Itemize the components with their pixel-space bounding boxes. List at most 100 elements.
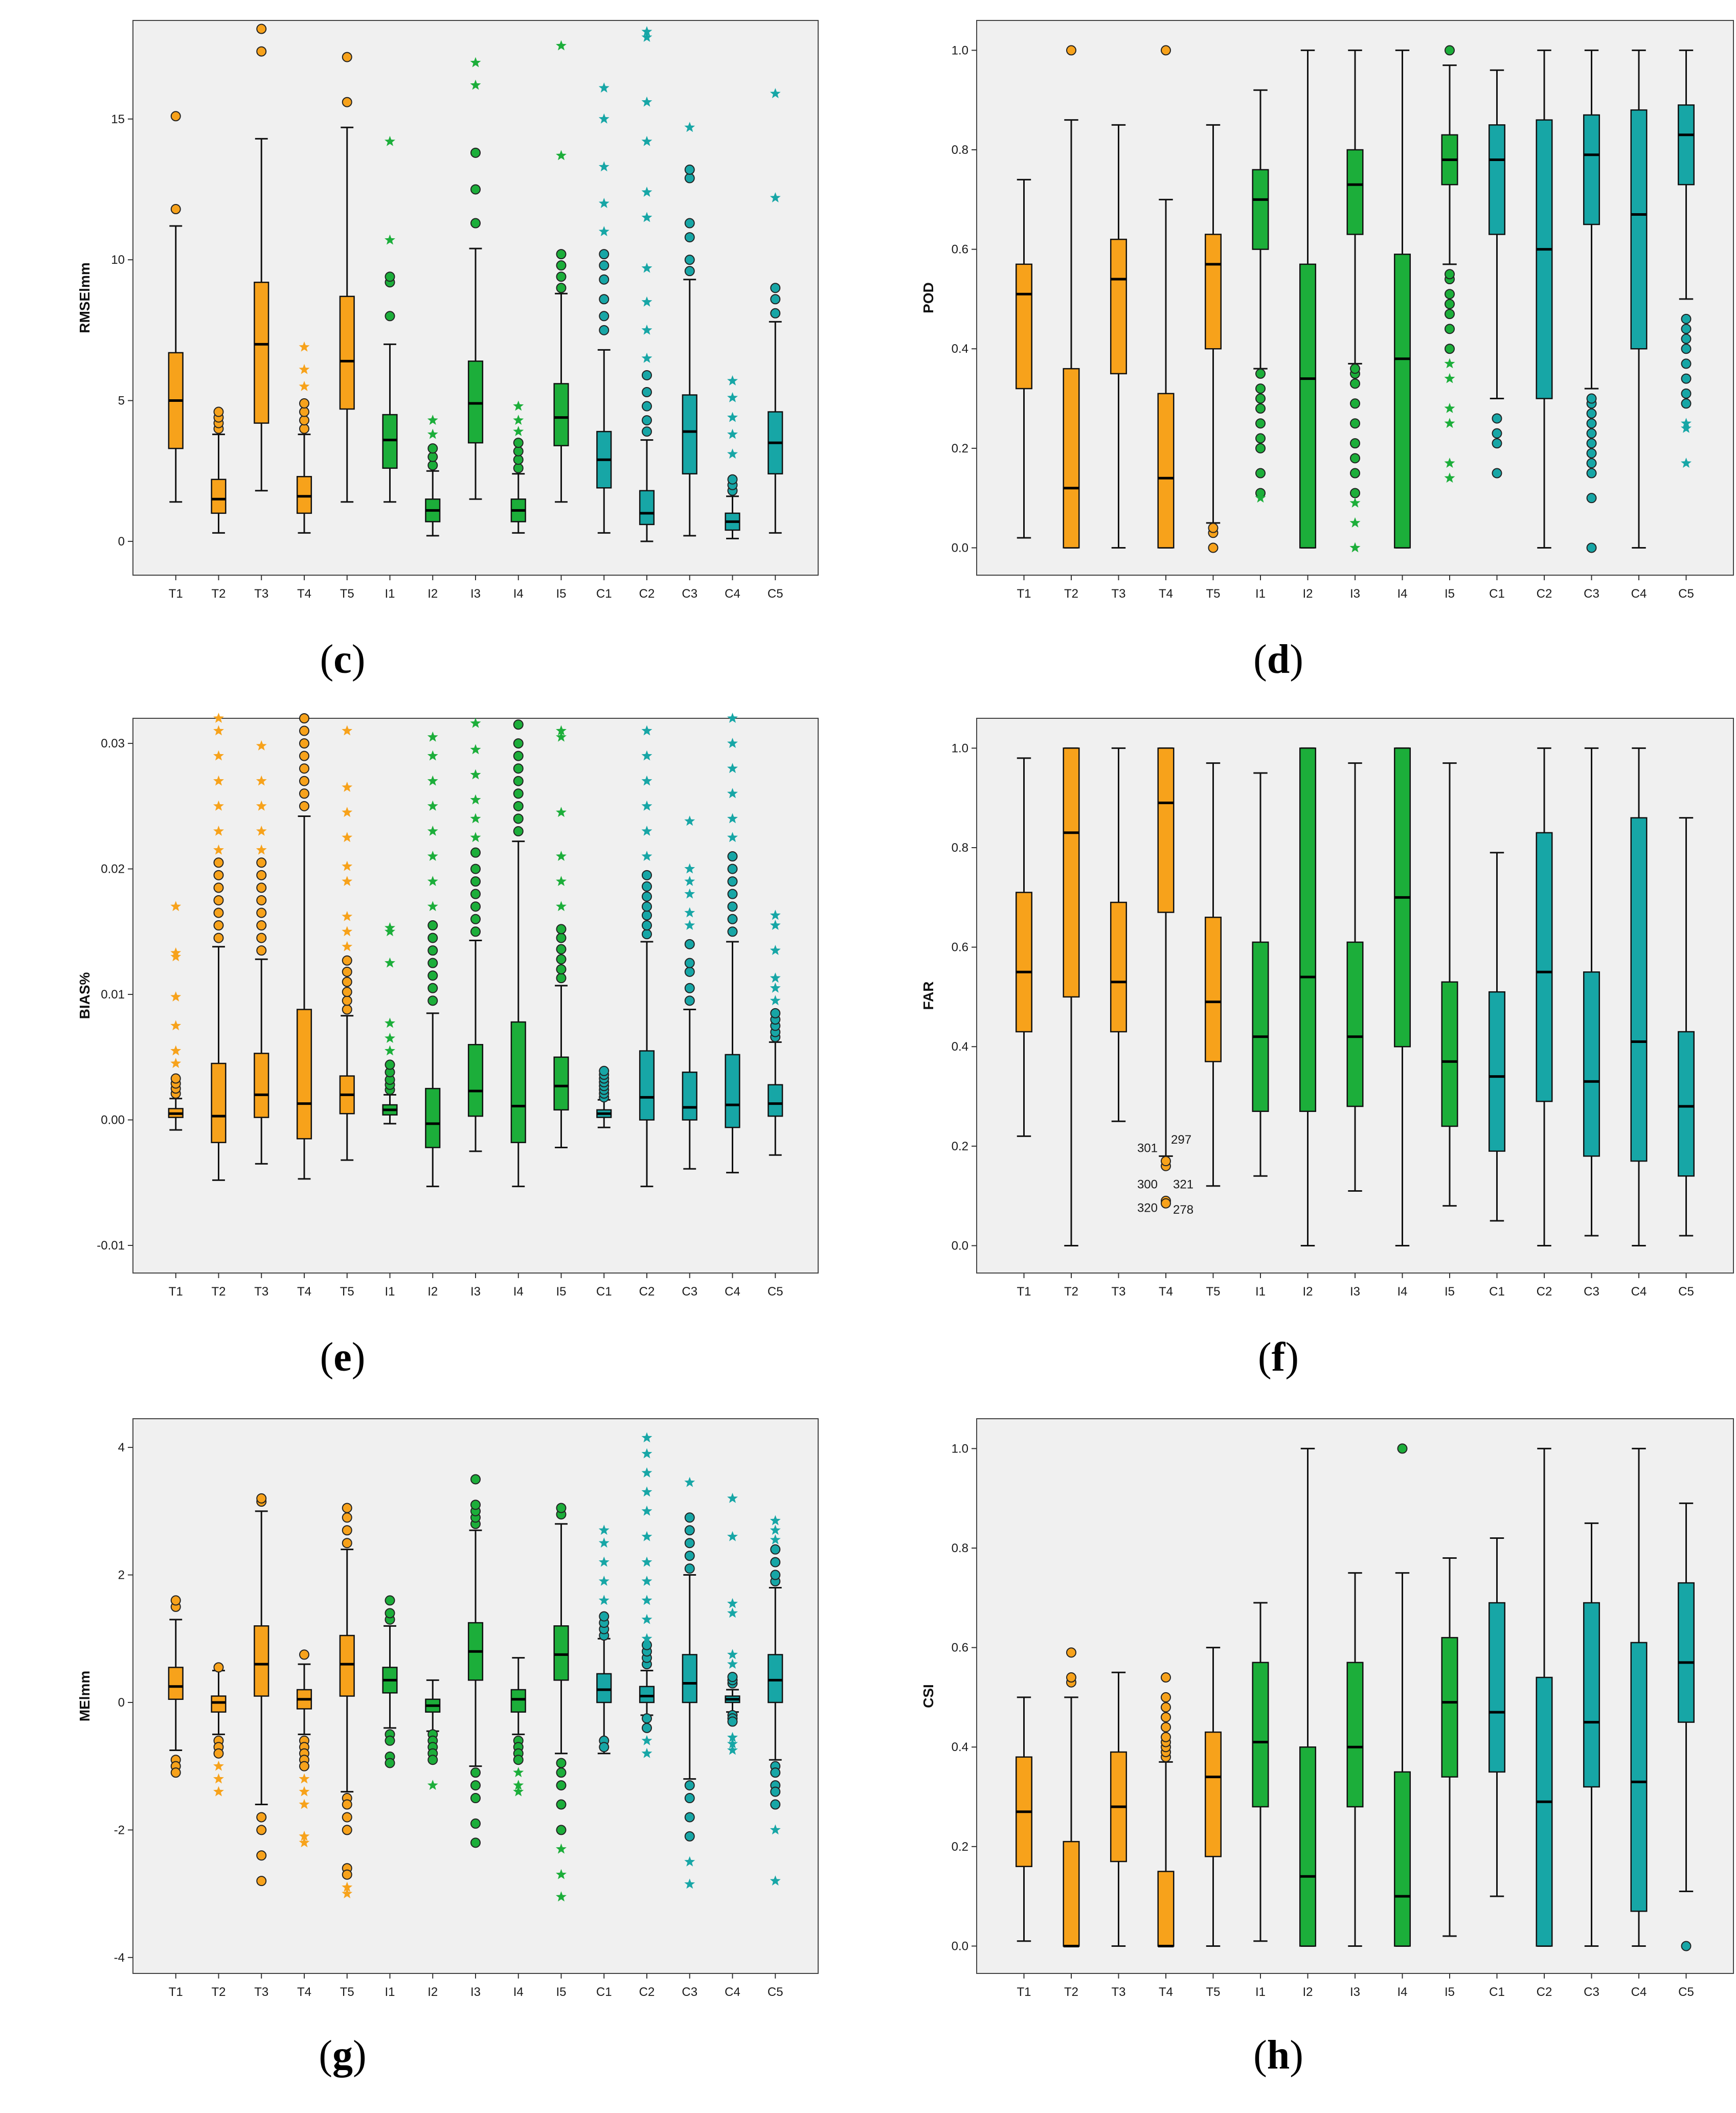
outlier-point xyxy=(1255,468,1266,479)
outlier-point xyxy=(684,255,695,265)
box-c-i5 xyxy=(553,40,569,503)
outlier-point xyxy=(470,147,481,158)
extreme-point xyxy=(427,750,438,761)
outlier-point xyxy=(1492,413,1502,424)
outlier-point xyxy=(1350,468,1360,479)
iqr-box xyxy=(682,1654,697,1703)
outlier-point xyxy=(1161,1198,1171,1209)
extreme-point xyxy=(342,832,353,843)
iqr-box xyxy=(768,1084,783,1117)
extreme-point xyxy=(427,1780,438,1790)
outlier-point xyxy=(342,1004,352,1015)
extreme-point xyxy=(1444,373,1455,383)
outlier-point xyxy=(256,882,267,893)
iqr-box xyxy=(1488,1602,1506,1773)
y-tick-label: 5 xyxy=(118,394,125,408)
x-tick-label-t3: T3 xyxy=(1111,1285,1125,1299)
iqr-box xyxy=(339,296,355,410)
iqr-box xyxy=(1536,832,1553,1102)
outlier-point xyxy=(684,232,695,243)
outlier-point xyxy=(256,1825,267,1835)
x-tick-label-i2: I2 xyxy=(427,1285,438,1299)
box-g-c4 xyxy=(725,1492,740,1755)
iqr-box xyxy=(1536,1676,1553,1947)
extreme-point xyxy=(213,1773,224,1784)
outlier-point xyxy=(642,910,652,921)
iqr-box xyxy=(211,1695,227,1713)
extreme-point xyxy=(770,1515,781,1526)
x-tick-label-i4: I4 xyxy=(1397,587,1407,601)
caption-letter-c: c xyxy=(333,637,352,682)
outlier-point xyxy=(470,1793,481,1804)
outlier-point xyxy=(1161,1702,1171,1713)
extreme-point xyxy=(770,910,781,920)
iqr-box xyxy=(725,1054,740,1128)
iqr-box xyxy=(1299,263,1317,549)
iqr-box xyxy=(467,360,484,444)
outlier-point xyxy=(470,1767,481,1778)
outlier-point xyxy=(599,1065,610,1076)
outlier-point xyxy=(513,813,524,824)
extreme-point xyxy=(427,731,438,742)
outlier-point xyxy=(1586,542,1597,553)
extreme-point xyxy=(213,825,224,836)
outlier-point xyxy=(427,983,438,993)
outlier-point xyxy=(599,249,610,260)
extreme-point xyxy=(1444,458,1455,468)
outlier-point xyxy=(1161,1156,1171,1167)
box-h-i1 xyxy=(1252,1602,1269,1942)
box-h-c5 xyxy=(1677,1502,1695,1951)
box-e-t5 xyxy=(339,725,355,1161)
extreme-point xyxy=(470,717,481,728)
caption-letter-g: g xyxy=(332,2033,353,2078)
outlier-point xyxy=(427,443,438,454)
extreme-point xyxy=(427,775,438,786)
extreme-point xyxy=(641,750,652,761)
iqr-box xyxy=(1110,901,1128,1033)
outlier-point xyxy=(470,218,481,229)
extreme-point xyxy=(170,1020,182,1031)
extreme-point xyxy=(213,750,224,761)
outlier-point xyxy=(213,920,224,931)
outlier-point xyxy=(1586,438,1597,449)
iqr-box xyxy=(682,394,697,474)
box-h-t5 xyxy=(1204,1647,1222,1947)
box-f-t5 xyxy=(1204,762,1222,1187)
box-h-c2 xyxy=(1536,1447,1553,1947)
iqr-box xyxy=(339,1634,355,1697)
y-tick-label: 4 xyxy=(118,1441,125,1455)
extreme-point xyxy=(556,807,567,817)
y-tick-label: 0.8 xyxy=(952,1541,968,1555)
outlier-point xyxy=(684,164,695,175)
box-c-c3 xyxy=(682,122,697,537)
outlier-point xyxy=(1255,393,1266,404)
outlier-point xyxy=(427,460,438,471)
outlier-point xyxy=(470,1499,481,1510)
x-tick-label-c1: C1 xyxy=(596,587,612,601)
outlier-point xyxy=(299,1761,309,1771)
outlier-point xyxy=(213,857,224,868)
outlier-point xyxy=(684,1525,695,1536)
box-c-i4 xyxy=(510,400,526,534)
box-h-t1 xyxy=(1015,1696,1033,1942)
x-tick-label-i2: I2 xyxy=(1302,587,1313,601)
x-tick-label-t4: T4 xyxy=(297,1985,311,1999)
outlier-point xyxy=(513,463,524,473)
outlier-point xyxy=(599,274,610,285)
outlier-point xyxy=(599,1611,610,1622)
caption-f: (f) xyxy=(1258,1335,1299,1380)
x-tick-label-i5: I5 xyxy=(556,1985,566,1999)
box-c-t2 xyxy=(211,406,227,534)
outlier-point xyxy=(170,111,181,122)
box-e-c1 xyxy=(596,1065,612,1128)
outlier-point xyxy=(556,954,567,965)
outlier-point xyxy=(1681,324,1692,334)
extreme-point xyxy=(598,198,610,208)
y-axis-label: BIAS% xyxy=(77,972,93,1019)
iqr-box xyxy=(1346,149,1364,235)
outlier-point xyxy=(684,1551,695,1561)
x-tick-label-i3: I3 xyxy=(1350,1985,1360,1999)
extreme-point xyxy=(727,813,738,824)
caption-d: (d) xyxy=(1253,637,1303,682)
box-d-t4 xyxy=(1157,45,1175,549)
